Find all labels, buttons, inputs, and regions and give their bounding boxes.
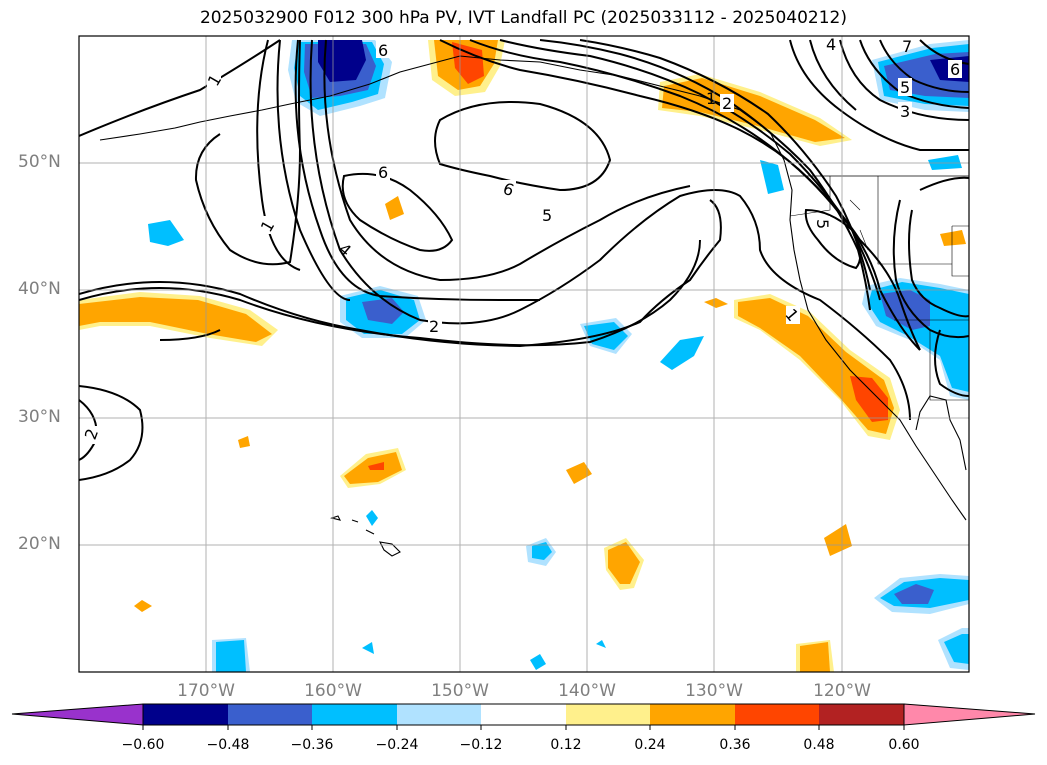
map-title: 2025032900 F012 300 hPa PV, IVT Landfall… bbox=[199, 8, 847, 28]
colorbar-segment bbox=[312, 704, 397, 725]
contour-label: 6 bbox=[378, 41, 388, 60]
colorbar-segment bbox=[566, 704, 650, 725]
contour-label: 7 bbox=[902, 37, 912, 56]
contour-layer bbox=[79, 39, 969, 481]
lon-label-160w: 160°W bbox=[304, 681, 362, 701]
colorbar-tick-label: −0.48 bbox=[206, 737, 250, 753]
colorbar-tick-label: −0.12 bbox=[459, 737, 503, 753]
contour-label: 6 bbox=[378, 163, 388, 182]
contour-label: 1 bbox=[706, 89, 716, 108]
contour-label: 2 bbox=[429, 317, 439, 336]
contour-label: 5 bbox=[813, 219, 832, 229]
colorbar-segment bbox=[650, 704, 735, 725]
colorbar-segment bbox=[819, 704, 904, 725]
pv-contour bbox=[256, 39, 301, 271]
contour-label: 4 bbox=[826, 35, 836, 54]
colorbar-tick-label: −0.36 bbox=[290, 737, 334, 753]
pv-contour bbox=[194, 39, 302, 266]
colorbar-tick-label: −0.24 bbox=[375, 737, 419, 753]
contour-label: 5 bbox=[542, 206, 552, 225]
colorbar-extend-left bbox=[11, 703, 144, 726]
graticule bbox=[79, 36, 969, 672]
colorbar-segment bbox=[143, 704, 228, 725]
colorbar-segment bbox=[397, 704, 481, 725]
colorbar bbox=[11, 703, 1036, 730]
negative-anomaly-patch bbox=[148, 220, 184, 246]
lat-label-50n: 50°N bbox=[18, 152, 61, 172]
pv-contour bbox=[79, 39, 281, 137]
lat-label-20n: 20°N bbox=[18, 534, 61, 554]
contour-label: 2 bbox=[722, 94, 732, 113]
lat-label-40n: 40°N bbox=[18, 279, 61, 299]
colorbar-segment bbox=[481, 704, 566, 725]
contour-label: 3 bbox=[900, 102, 910, 121]
colorbar-tick-label: 0.60 bbox=[888, 737, 920, 753]
colorbar-extend-right bbox=[903, 703, 1036, 726]
colorbar-tick-label: 0.24 bbox=[634, 737, 666, 753]
map-frame bbox=[78, 35, 970, 673]
pv-contour bbox=[341, 172, 454, 252]
lon-label-120w: 120°W bbox=[813, 681, 871, 701]
colorbar-tick-label: 0.48 bbox=[803, 737, 835, 753]
pv-contour bbox=[439, 39, 921, 351]
colorbar-tick-label: 0.36 bbox=[719, 737, 751, 753]
colorbar-tick-label: −0.60 bbox=[121, 737, 165, 753]
lat-label-30n: 30°N bbox=[18, 407, 61, 427]
lon-label-150w: 150°W bbox=[431, 681, 489, 701]
contour-label-layer: 1 1 6 6 6 4 5 2 1 2 6 5 3 7 5 2 1 4 bbox=[1, 1, 962, 444]
contour-label: 5 bbox=[900, 78, 910, 97]
contour-label: 6 bbox=[950, 60, 960, 79]
colorbar-segment bbox=[228, 704, 312, 725]
lon-label-130w: 130°W bbox=[685, 681, 743, 701]
colorbar-segment bbox=[735, 704, 819, 725]
pv-contour bbox=[79, 385, 144, 481]
lon-label-170w: 170°W bbox=[177, 681, 235, 701]
lon-label-140w: 140°W bbox=[558, 681, 616, 701]
coastline bbox=[99, 55, 967, 521]
pv-contour bbox=[434, 101, 612, 192]
colorbar-tick-label: 0.12 bbox=[550, 737, 582, 753]
